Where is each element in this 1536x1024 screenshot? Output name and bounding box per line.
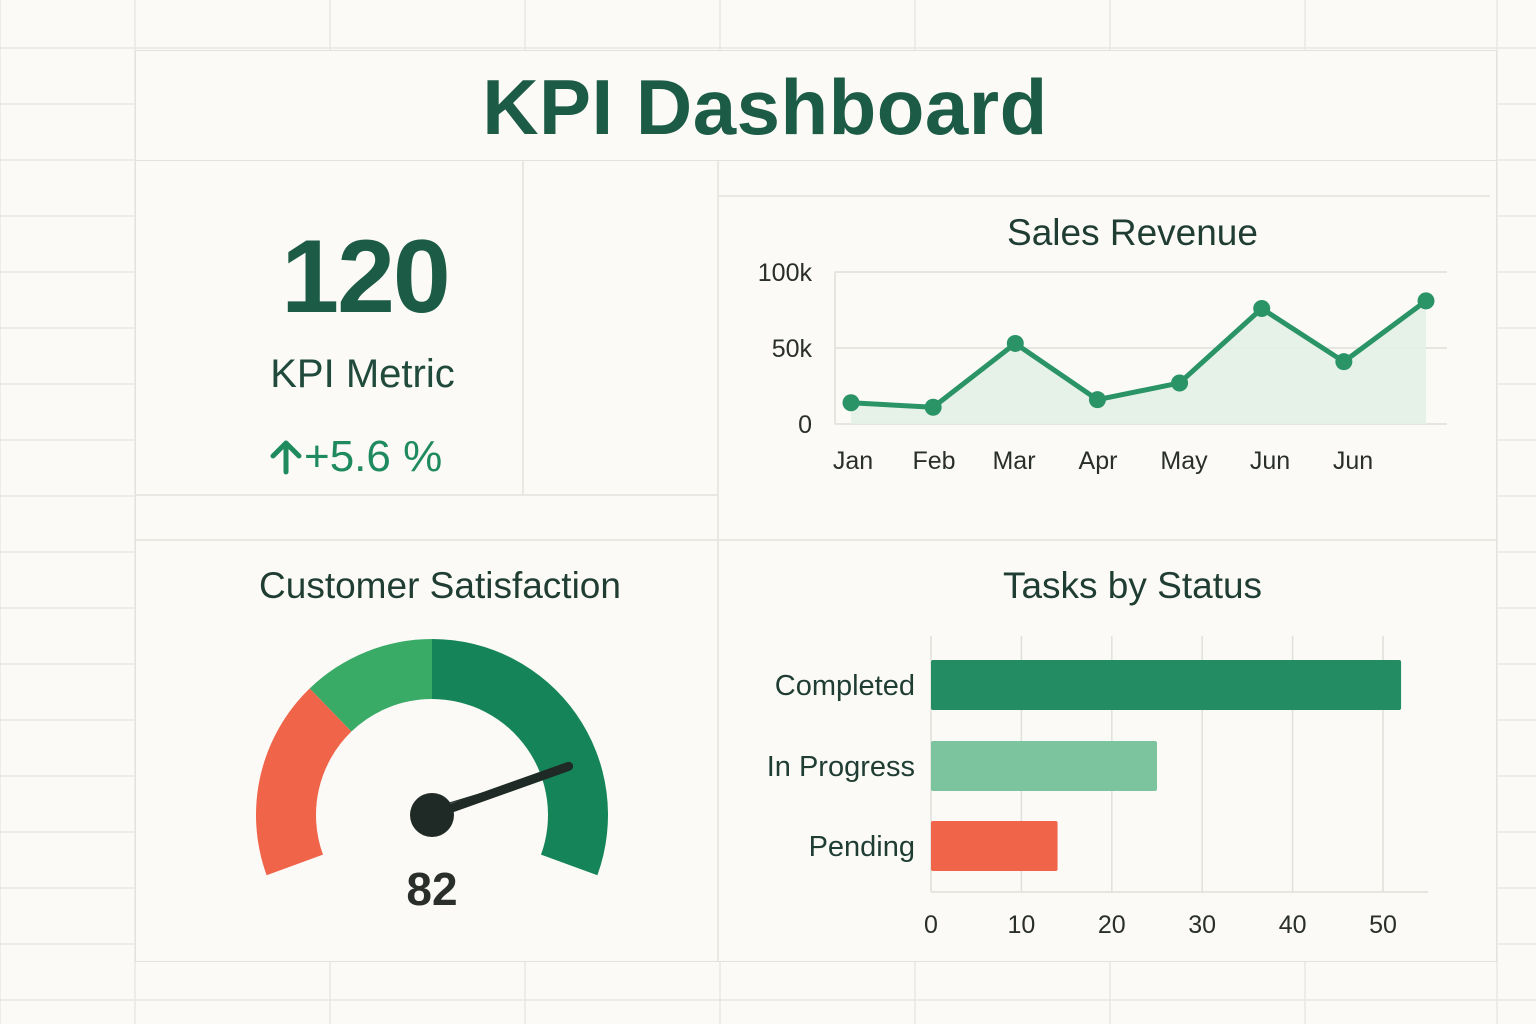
- sales-data-point: [1171, 374, 1189, 392]
- customer-satisfaction-gauge: 82: [256, 639, 608, 915]
- sales-x-tick-label: Feb: [912, 447, 955, 475]
- tasks-bar: [931, 741, 1157, 791]
- tasks-x-tick-label: 20: [1098, 911, 1126, 939]
- title-divider: [135, 160, 1497, 161]
- gauge-band: [256, 688, 352, 876]
- sales-y-tick-label: 50k: [772, 335, 813, 363]
- gauge-needle-shaft: [427, 761, 574, 820]
- sales-x-tick-label: Jun: [1333, 447, 1373, 475]
- kpi-change: +5.6 %: [268, 432, 468, 482]
- sales-data-point: [1417, 292, 1435, 310]
- sales-data-point: [924, 398, 942, 416]
- tasks-x-tick-label: 40: [1279, 911, 1307, 939]
- tasks-x-tick-label: 30: [1188, 911, 1216, 939]
- tasks-bar: [931, 660, 1402, 710]
- kpi-change-value: +5.6 %: [304, 432, 443, 481]
- tasks-category-label: In Progress: [767, 751, 915, 783]
- tasks-category-label: Pending: [809, 831, 915, 863]
- sales-revenue-line-chart: 0 50k 100k Jan Feb Mar Apr May Jun Jun: [758, 259, 1447, 475]
- kpi-value: 120: [281, 219, 451, 335]
- tasks-bar: [931, 821, 1058, 871]
- sales-data-point: [1006, 334, 1024, 352]
- tasks-by-status-title: Tasks by Status: [1002, 565, 1263, 606]
- page-title: KPI Dashboard: [482, 63, 1048, 151]
- sales-area: [851, 300, 1426, 424]
- sales-data-point: [1253, 299, 1271, 317]
- gauge-band: [309, 639, 432, 732]
- sales-x-tick-label: Jan: [833, 447, 873, 475]
- sales-y-tick-label: 100k: [758, 259, 813, 287]
- sales-data-point: [1335, 353, 1353, 371]
- sales-x-tick-label: Jun: [1250, 447, 1290, 475]
- gauge-needle-hub: [410, 793, 454, 837]
- customer-satisfaction-title: Customer Satisfaction: [259, 565, 621, 606]
- gauge-band: [432, 639, 608, 876]
- kpi-label: KPI Metric: [270, 352, 455, 396]
- tasks-x-tick-label: 50: [1369, 911, 1397, 939]
- sales-line: [850, 298, 1428, 410]
- sales-data-point: [842, 394, 860, 412]
- sales-data-point: [1088, 391, 1106, 409]
- tasks-x-tick-label: 10: [1007, 911, 1035, 939]
- tasks-by-status-bar-chart: 0 10 20 30 40 50 Completed In Progress Pending: [767, 636, 1428, 939]
- sales-x-tick-label: Mar: [992, 447, 1035, 475]
- sales-x-tick-label: May: [1160, 447, 1208, 475]
- sales-x-tick-label: Apr: [1079, 447, 1118, 475]
- dashboard-panel: [135, 50, 1497, 962]
- gauge-value-label: 82: [406, 863, 457, 915]
- sales-y-tick-label: 0: [798, 411, 812, 439]
- panel-dividers: [135, 160, 1497, 962]
- tasks-x-tick-label: 0: [924, 911, 938, 939]
- tasks-category-label: Completed: [775, 670, 915, 702]
- sales-revenue-title: Sales Revenue: [1007, 212, 1258, 253]
- arrow-up-icon: [270, 440, 302, 475]
